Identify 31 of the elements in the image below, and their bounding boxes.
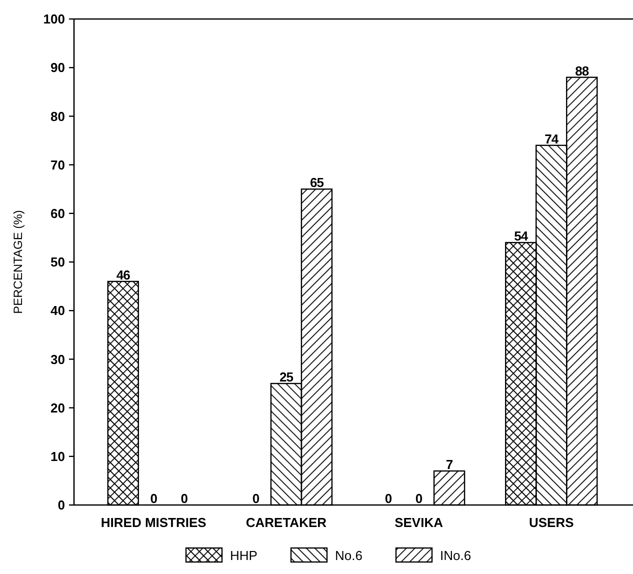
data-label: 0 <box>180 491 188 506</box>
y-tick-label: 60 <box>50 206 65 221</box>
x-tick-label: SEVIKA <box>394 515 444 530</box>
x-tick-label: USERS <box>528 515 574 530</box>
legend-label: INo.6 <box>440 548 472 563</box>
data-label: 0 <box>415 491 422 506</box>
y-tick-label: 70 <box>50 157 65 172</box>
data-label: 0 <box>384 491 392 506</box>
x-tick-label: HIRED MISTRIES <box>100 515 207 530</box>
data-label: 7 <box>446 456 453 472</box>
y-tick-label: 10 <box>50 448 65 464</box>
y-axis-title: PERCENTAGE (%) <box>11 210 25 314</box>
data-label: 88 <box>575 63 589 78</box>
data-label: 54 <box>514 228 529 244</box>
y-tick-label: 100 <box>43 12 65 27</box>
data-label: 0 <box>252 491 260 506</box>
y-tick-label: 80 <box>50 108 65 124</box>
legend-label: No.6 <box>335 548 362 563</box>
data-label: 74 <box>544 131 560 146</box>
data-label: 0 <box>150 491 158 506</box>
y-tick-label: 30 <box>50 352 65 367</box>
legend-label: HHP <box>230 548 258 563</box>
data-label: 25 <box>279 370 294 384</box>
y-tick-label: 40 <box>50 303 65 318</box>
data-label: 65 <box>310 175 324 190</box>
data-label: 46 <box>116 267 130 282</box>
y-tick-label: 0 <box>58 498 65 513</box>
x-tick-label: CARETAKER <box>246 515 328 530</box>
y-tick-label: 50 <box>50 254 65 270</box>
y-tick-label: 90 <box>50 60 65 76</box>
y-tick-label: 20 <box>50 400 65 416</box>
